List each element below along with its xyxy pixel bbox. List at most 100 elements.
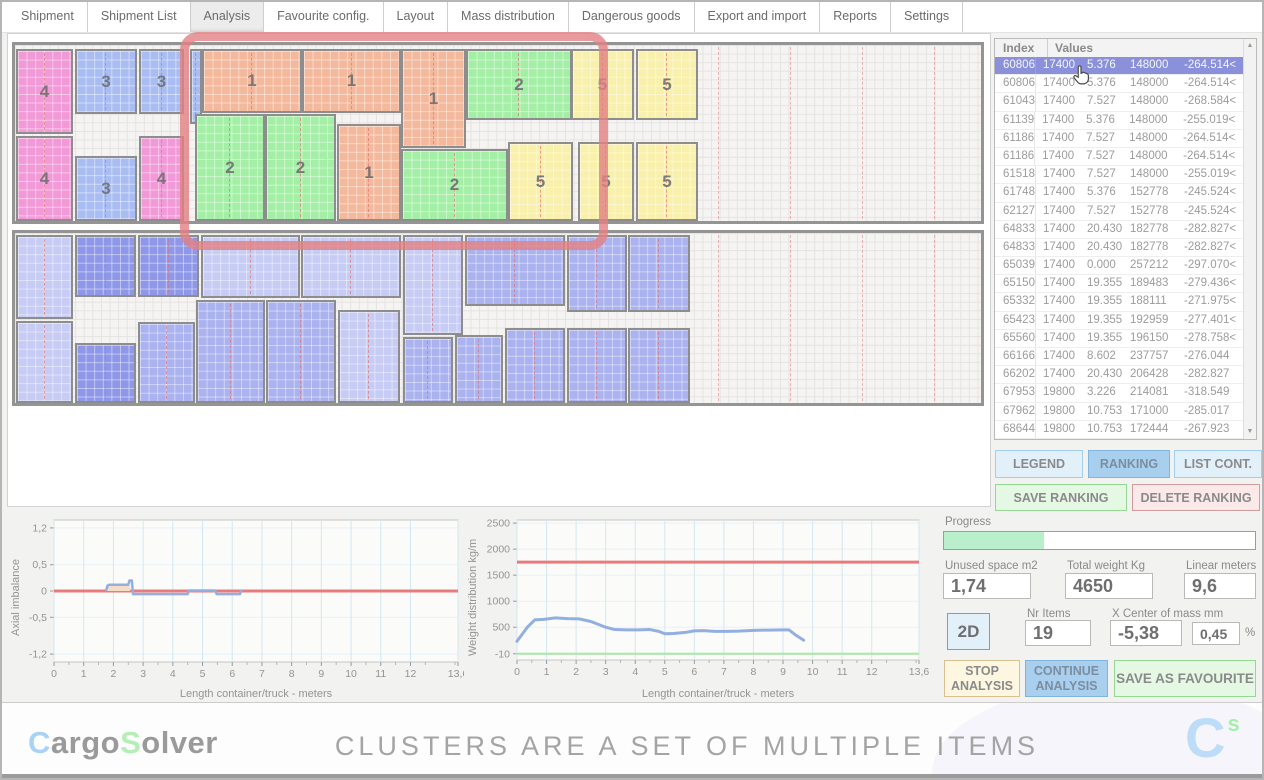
cargo-block-2[interactable]: 2 — [466, 49, 572, 120]
table-row[interactable]: 64833 17400 20.430 182778 -282.827< — [995, 238, 1243, 258]
cargo-block-4[interactable]: 4 — [16, 49, 73, 134]
cargo-block[interactable] — [138, 322, 195, 403]
table-scrollbar[interactable]: ▲ ▼ — [1243, 39, 1256, 439]
cargo-block[interactable] — [567, 328, 627, 403]
nr-items-field[interactable]: 19 — [1025, 620, 1091, 646]
table-row[interactable]: 64833 17400 20.430 182778 -282.827< — [995, 220, 1243, 239]
container-bottom-view[interactable] — [12, 230, 984, 406]
cargo-block[interactable] — [75, 235, 136, 297]
table-row[interactable]: 61186 17400 7.527 148000 -264.514< — [995, 147, 1243, 167]
ranking-button[interactable]: RANKING — [1088, 450, 1170, 478]
total-weight-label: Total weight Kg — [1067, 560, 1145, 572]
tab-shipment-list[interactable]: Shipment List — [88, 2, 191, 32]
stop-analysis-line2: ANALYSIS — [950, 678, 1014, 693]
table-row[interactable]: 66166 17400 8.602 237757 -276.044 — [995, 348, 1243, 367]
progress-label: Progress — [945, 516, 992, 528]
table-row[interactable]: 65423 17400 19.355 192959 -277.401< — [995, 311, 1243, 330]
tab-dangerous-goods[interactable]: Dangerous goods — [569, 2, 695, 32]
cargo-block[interactable] — [628, 235, 690, 312]
svg-text:13,6: 13,6 — [909, 666, 930, 678]
cargo-block-1[interactable]: 1 — [401, 49, 466, 148]
cargo-block-2[interactable]: 2 — [265, 114, 336, 221]
table-row[interactable]: 61748 17400 5.376 152778 -245.524< — [995, 184, 1243, 203]
table-row[interactable]: 65150 17400 19.355 189483 -279.436< — [995, 275, 1243, 294]
cargo-block[interactable] — [75, 343, 136, 403]
tab-settings[interactable]: Settings — [891, 2, 964, 32]
cargo-block[interactable] — [190, 49, 202, 124]
table-row[interactable]: 67953 19800 3.226 214081 -318.549 — [995, 384, 1243, 403]
x-center-percent-field[interactable]: 0,45 — [1192, 622, 1240, 645]
table-row[interactable]: 61043 17400 7.527 148000 -268.584< — [995, 93, 1243, 112]
cargo-block[interactable] — [196, 300, 265, 403]
cargo-block-3[interactable]: 3 — [75, 49, 137, 114]
cargo-block-5[interactable]: 5 — [578, 142, 634, 221]
tab-shipment[interactable]: Shipment — [8, 2, 88, 32]
cargo-block[interactable] — [138, 235, 199, 297]
cargo-block[interactable] — [16, 321, 73, 403]
cargo-block[interactable] — [338, 310, 400, 403]
table-row[interactable]: 61518 17400 7.527 148000 -255.019< — [995, 166, 1243, 185]
list-cont-button[interactable]: LIST CONT. — [1174, 450, 1262, 478]
cargo-block-5[interactable]: 5 — [636, 142, 698, 221]
continue-analysis-button[interactable]: CONTINUE ANALYSIS — [1025, 660, 1108, 697]
cargo-block[interactable] — [403, 235, 463, 335]
mode-2d-button[interactable]: 2D — [947, 613, 990, 650]
cargo-block-2[interactable]: 2 — [195, 114, 265, 221]
cargo-block-1[interactable]: 1 — [337, 124, 401, 221]
container-top-view[interactable]: 4 3 3 4 3 4 1 1 1 2 5 5 2 2 1 2 5 5 5 — [12, 42, 984, 224]
x-center-field[interactable]: -5,38 — [1110, 620, 1182, 646]
tab-analysis[interactable]: Analysis — [190, 2, 265, 32]
cargo-block[interactable] — [455, 335, 503, 403]
cargo-block-5[interactable]: 5 — [571, 49, 634, 120]
cargo-block[interactable] — [403, 337, 453, 403]
table-row[interactable]: 65332 17400 19.355 188111 -271.975< — [995, 293, 1243, 312]
unused-space-field[interactable]: 1,74 — [943, 573, 1031, 599]
tab-reports[interactable]: Reports — [820, 2, 891, 32]
cargo-block-5[interactable]: 5 — [508, 142, 573, 221]
table-row[interactable]: 67962 19800 10.753 171000 -285.017 — [995, 402, 1243, 421]
cargo-block-3[interactable]: 3 — [75, 156, 137, 221]
table-row[interactable]: 60806 17400 5.376 148000 -264.514< — [995, 75, 1243, 94]
cargo-block[interactable] — [201, 235, 300, 298]
window-bottom-edge — [2, 774, 1262, 778]
cargo-block-2[interactable]: 2 — [401, 149, 508, 221]
table-row[interactable]: 60806 17400 5.376 148000 -264.514< — [995, 57, 1243, 76]
table-row[interactable]: 61186 17400 7.527 148000 -264.514< — [995, 129, 1243, 148]
stop-analysis-button[interactable]: STOP ANALYSIS — [944, 660, 1020, 697]
save-ranking-button[interactable]: SAVE RANKING — [995, 484, 1127, 511]
table-row[interactable]: 68644 19800 10.753 172444 -267.923 — [995, 420, 1243, 439]
cargo-block-3[interactable]: 3 — [139, 49, 184, 114]
cargo-block[interactable] — [505, 328, 565, 403]
cargo-block-4[interactable]: 4 — [139, 136, 184, 221]
cargo-block-label: 5 — [662, 171, 672, 191]
tab-export-and-import[interactable]: Export and import — [695, 2, 821, 32]
cargo-block[interactable] — [16, 235, 73, 319]
cargo-block[interactable] — [567, 235, 627, 312]
linear-meters-field[interactable]: 9,6 — [1184, 573, 1256, 599]
tab-mass-distribution[interactable]: Mass distribution — [448, 2, 569, 32]
column-header-values[interactable]: Values — [1055, 41, 1094, 55]
table-row[interactable]: 65560 17400 19.355 196150 -278.758< — [995, 329, 1243, 348]
cargo-block-1[interactable]: 1 — [302, 49, 401, 113]
table-row[interactable]: 62127 17400 7.527 152778 -245.524< — [995, 202, 1243, 221]
scroll-up-icon[interactable]: ▲ — [1246, 42, 1254, 49]
cargo-block[interactable] — [266, 300, 336, 403]
tab-favourite-config[interactable]: Favourite config. — [264, 2, 384, 32]
cargo-block[interactable] — [628, 328, 690, 403]
cargo-block[interactable] — [465, 235, 565, 306]
table-row[interactable]: 65039 17400 0.000 257212 -297.070< — [995, 257, 1243, 276]
scroll-down-icon[interactable]: ▼ — [1246, 428, 1254, 435]
total-weight-field[interactable]: 4650 — [1065, 573, 1153, 599]
svg-text:7: 7 — [259, 668, 265, 680]
cargo-block-1[interactable]: 1 — [202, 49, 302, 113]
table-row[interactable]: 66202 17400 20.430 206428 -282.827 — [995, 366, 1243, 385]
column-header-index[interactable]: Index — [995, 39, 1048, 57]
table-row[interactable]: 61139 17400 5.376 148000 -255.019< — [995, 111, 1243, 130]
cargo-block-4[interactable]: 4 — [16, 136, 73, 221]
cargo-block-5[interactable]: 5 — [636, 49, 698, 120]
cargo-block[interactable] — [301, 235, 401, 298]
legend-button[interactable]: LEGEND — [995, 450, 1083, 478]
save-as-favourite-button[interactable]: SAVE AS FAVOURITE — [1114, 660, 1256, 697]
tab-layout[interactable]: Layout — [384, 2, 449, 32]
delete-ranking-button[interactable]: DELETE RANKING — [1132, 484, 1260, 511]
